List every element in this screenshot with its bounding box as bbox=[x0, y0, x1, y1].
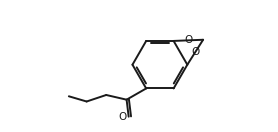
Text: O: O bbox=[185, 35, 193, 45]
Text: O: O bbox=[119, 112, 127, 122]
Text: O: O bbox=[191, 47, 200, 57]
